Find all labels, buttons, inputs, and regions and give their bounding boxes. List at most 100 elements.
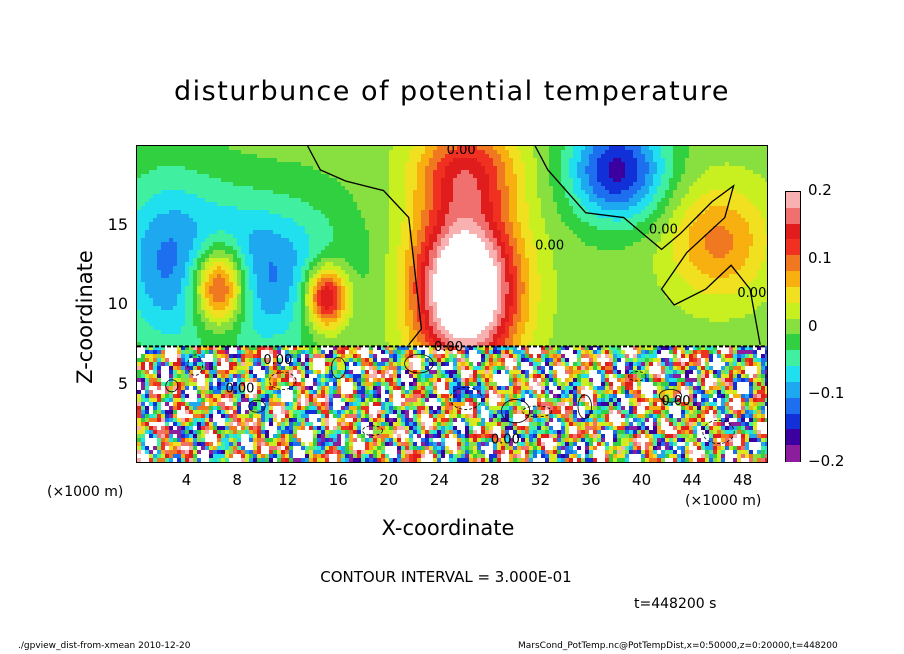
heatmap-cell [341,146,346,151]
heatmap-cell [393,230,398,235]
heatmap-cell [753,186,758,191]
heatmap-cell [473,246,478,251]
heatmap-cell [725,226,730,231]
heatmap-cell [373,250,378,255]
heatmap-cell [497,154,502,159]
heatmap-cell [617,214,622,219]
heatmap-cell [469,218,474,223]
heatmap-cell [649,182,654,187]
heatmap-cell [213,146,218,151]
heatmap-cell [229,234,234,239]
heatmap-cell [689,198,694,203]
heatmap-cell [537,214,542,219]
heatmap-cell [401,146,406,151]
heatmap-cell [189,250,194,255]
heatmap-cell [737,146,742,151]
heatmap-cell [653,262,658,267]
heatmap-cell [761,198,766,203]
heatmap-cell [205,270,210,275]
heatmap-cell [229,226,234,231]
heatmap-cell [533,266,538,271]
heatmap-cell [533,158,538,163]
heatmap-cell [505,166,510,171]
heatmap-cell [541,150,546,155]
heatmap-cell [225,154,230,159]
heatmap-cell [581,158,586,163]
heatmap-cell [145,182,150,187]
heatmap-cell [313,162,318,167]
heatmap-cell [301,186,306,191]
heatmap-cell [745,266,750,271]
heatmap-cell [637,258,642,263]
heatmap-cell [273,254,278,259]
heatmap-cell [513,174,518,179]
heatmap-cell [485,214,490,219]
heatmap-cell [269,186,274,191]
heatmap-cell [581,198,586,203]
heatmap-cell [265,270,270,275]
heatmap-cell [629,258,634,263]
heatmap-cell [169,242,174,247]
heatmap-cell [249,254,254,259]
heatmap-cell [473,146,478,151]
heatmap-cell [509,222,514,227]
heatmap-cell [221,154,226,159]
heatmap-cell [589,246,594,251]
heatmap-cell [613,242,618,247]
heatmap-cell [633,234,638,239]
heatmap-cell [157,166,162,171]
heatmap-cell [233,230,238,235]
heatmap-cell [197,222,202,227]
heatmap-cell [289,250,294,255]
heatmap-cell [237,178,242,183]
heatmap-cell [485,238,490,243]
heatmap-cell [481,214,486,219]
heatmap-cell [625,266,630,271]
heatmap-cell [433,198,438,203]
heatmap-cell [209,170,214,175]
heatmap-cell [393,186,398,191]
heatmap-cell [629,166,634,171]
heatmap-cell [453,186,458,191]
heatmap-cell [273,190,278,195]
heatmap-cell [625,238,630,243]
heatmap-cell [529,266,534,271]
heatmap-cell [313,250,318,255]
heatmap-cell [489,214,494,219]
heatmap-cell [141,270,146,275]
heatmap-cell [593,266,598,271]
heatmap-cell [329,258,334,263]
heatmap-cell [221,214,226,219]
heatmap-cell [437,210,442,215]
heatmap-cell [429,166,434,171]
heatmap-cell [461,222,466,227]
heatmap-cell [605,206,610,211]
heatmap-cell [409,266,414,271]
heatmap-cell [741,166,746,171]
heatmap-cell [157,238,162,243]
heatmap-cell [701,262,706,267]
heatmap-cell [453,206,458,211]
heatmap-cell [441,170,446,175]
heatmap-cell [261,178,266,183]
heatmap-cell [269,198,274,203]
heatmap-cell [497,210,502,215]
heatmap-cell [677,174,682,179]
heatmap-cell [305,242,310,247]
heatmap-cell [633,150,638,155]
heatmap-cell [349,230,354,235]
heatmap-cell [617,254,622,259]
heatmap-cell [389,182,394,187]
heatmap-cell [441,210,446,215]
heatmap-cell [461,190,466,195]
heatmap-cell [169,202,174,207]
heatmap-cell [705,246,710,251]
heatmap-cell [697,194,702,199]
heatmap-cell [293,270,298,275]
heatmap-cell [533,150,538,155]
heatmap-cell [237,154,242,159]
heatmap-cell [669,186,674,191]
heatmap-cell [561,254,566,259]
heatmap-cell [733,186,738,191]
heatmap-cell [521,174,526,179]
